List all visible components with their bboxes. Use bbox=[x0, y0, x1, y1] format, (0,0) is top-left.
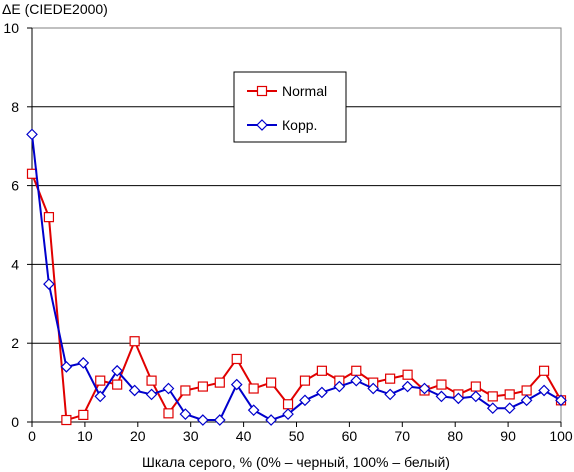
data-point-square bbox=[43, 212, 55, 223]
data-point-square bbox=[521, 385, 532, 396]
data-point-diamond bbox=[469, 390, 482, 403]
data-point-square bbox=[487, 391, 498, 402]
data-point-square bbox=[248, 383, 259, 394]
data-point-square bbox=[266, 377, 277, 388]
legend-item: Normal bbox=[247, 83, 327, 99]
series-line bbox=[31, 173, 562, 422]
data-point-diamond bbox=[26, 128, 38, 141]
data-point-square bbox=[436, 379, 447, 390]
data-point-diamond bbox=[265, 414, 277, 426]
data-point-diamond bbox=[350, 374, 363, 387]
x-tick-label: 100 bbox=[549, 428, 573, 444]
axes bbox=[27, 27, 562, 427]
legend-label: Normal bbox=[282, 83, 327, 99]
data-point-diamond bbox=[162, 382, 175, 395]
data-point-square bbox=[231, 353, 242, 365]
x-tick-label: 70 bbox=[395, 428, 411, 444]
data-point-diamond bbox=[282, 408, 294, 420]
data-point-diamond bbox=[179, 408, 192, 420]
data-point-square bbox=[299, 375, 311, 386]
data-point-square bbox=[351, 365, 362, 376]
data-point-square bbox=[163, 408, 174, 419]
x-tick-label: 30 bbox=[183, 428, 199, 444]
data-point-square bbox=[470, 381, 481, 392]
data-point-square bbox=[282, 399, 294, 410]
y-tick-label: 4 bbox=[11, 256, 19, 272]
data-point-diamond bbox=[94, 390, 107, 403]
series-line bbox=[31, 134, 562, 422]
data-point-square bbox=[402, 369, 413, 380]
x-tick-label: 0 bbox=[28, 428, 36, 444]
data-point-diamond bbox=[367, 382, 380, 395]
x-tick-label: 40 bbox=[236, 428, 252, 444]
data-point-diamond bbox=[247, 404, 260, 417]
x-tick-label: 10 bbox=[77, 428, 93, 444]
x-tick-label: 90 bbox=[500, 428, 516, 444]
data-point-square bbox=[256, 85, 268, 97]
data-point-diamond bbox=[333, 380, 346, 393]
data-point-diamond bbox=[384, 388, 396, 401]
y-tick-label: 2 bbox=[11, 335, 19, 351]
data-point-diamond bbox=[418, 382, 431, 395]
data-point-square bbox=[146, 375, 157, 386]
series bbox=[26, 128, 567, 426]
y-tick-label: 6 bbox=[11, 178, 19, 194]
data-point-square bbox=[78, 409, 89, 421]
data-point-diamond bbox=[486, 402, 499, 415]
x-tick-label: 80 bbox=[447, 428, 463, 444]
data-point-diamond bbox=[538, 384, 550, 397]
y-tick-label: 10 bbox=[3, 20, 19, 36]
data-point-diamond bbox=[401, 380, 414, 393]
data-point-diamond bbox=[555, 394, 567, 407]
data-point-square bbox=[214, 377, 225, 388]
data-point-diamond bbox=[503, 402, 516, 415]
y-tick-label: 0 bbox=[11, 414, 19, 430]
data-point-diamond bbox=[299, 394, 311, 407]
legend: Normal Корр. bbox=[233, 71, 347, 143]
data-point-square bbox=[95, 375, 106, 386]
data-point-diamond bbox=[60, 360, 73, 373]
legend-item: Корр. bbox=[247, 117, 317, 133]
series-korr bbox=[26, 128, 567, 426]
data-point-diamond bbox=[520, 394, 533, 407]
x-axis-title: Шкала серого, % (0% – черный, 100% – бел… bbox=[142, 454, 450, 470]
data-point-square bbox=[316, 365, 327, 376]
data-point-diamond bbox=[145, 388, 158, 401]
y-axis-title: ΔE (CIEDE2000) bbox=[2, 1, 108, 17]
data-point-diamond bbox=[197, 414, 209, 426]
tick-labels: 0 10 20 30 40 50 60 70 80 90 100 0 2 4 6 8 10 bbox=[3, 20, 572, 444]
data-point-diamond bbox=[452, 392, 465, 405]
legend-label: Корр. bbox=[282, 117, 317, 133]
y-tick-label: 8 bbox=[11, 99, 19, 115]
data-point-diamond bbox=[316, 386, 328, 399]
x-tick-label: 20 bbox=[130, 428, 146, 444]
series-normal bbox=[26, 168, 567, 426]
data-point-square bbox=[385, 373, 396, 384]
data-point-square bbox=[112, 379, 123, 390]
x-tick-label: 50 bbox=[289, 428, 305, 444]
data-point-diamond bbox=[128, 384, 141, 397]
data-point-diamond bbox=[213, 414, 226, 426]
data-point-square bbox=[180, 385, 191, 396]
data-point-square bbox=[129, 336, 140, 347]
legend-box bbox=[233, 71, 347, 143]
data-point-diamond bbox=[43, 278, 55, 290]
x-tick-label: 60 bbox=[342, 428, 358, 444]
data-point-square bbox=[61, 414, 72, 426]
data-point-diamond bbox=[77, 357, 90, 369]
data-point-diamond bbox=[111, 364, 124, 377]
data-point-square bbox=[197, 381, 208, 392]
data-point-square bbox=[504, 389, 515, 400]
data-point-diamond bbox=[435, 390, 448, 403]
data-point-square bbox=[538, 365, 550, 376]
data-point-diamond bbox=[256, 119, 268, 131]
data-point-diamond bbox=[230, 378, 243, 391]
